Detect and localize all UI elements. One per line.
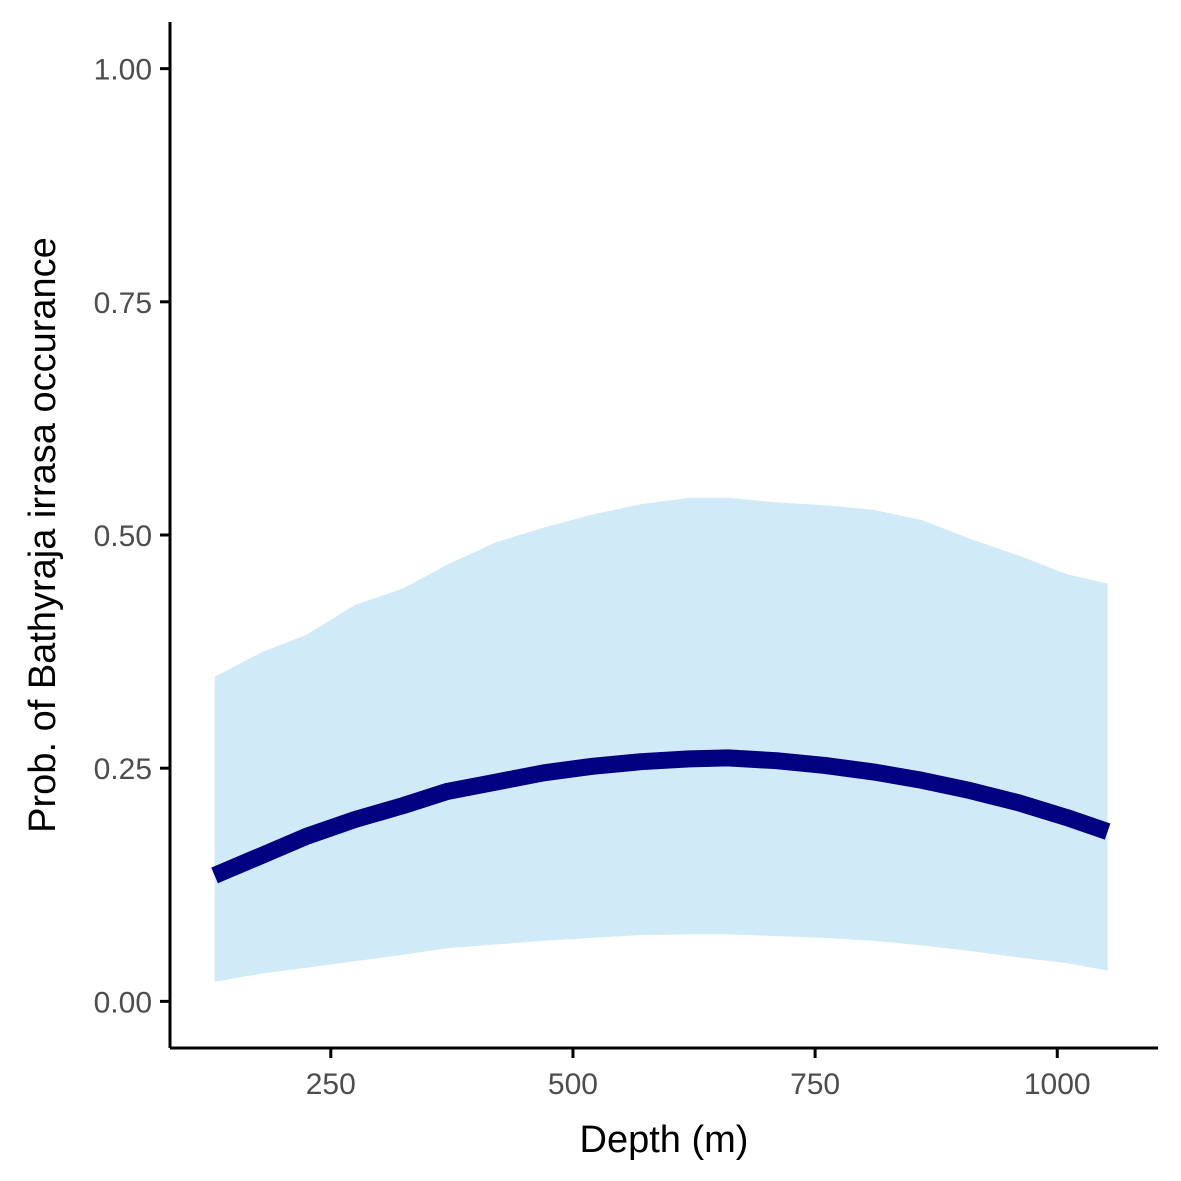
x-tick-label: 1000 — [1024, 1068, 1091, 1101]
y-ticks: 0.00 0.25 0.50 0.75 1.00 — [94, 54, 170, 1019]
x-tick-label: 500 — [548, 1068, 598, 1101]
x-tick-label: 250 — [306, 1068, 356, 1101]
y-tick-label: 0.50 — [94, 520, 152, 553]
ribbon-layer — [214, 497, 1108, 982]
x-tick-label: 750 — [790, 1068, 840, 1101]
y-tick-label: 0.75 — [94, 287, 152, 320]
confidence-ribbon — [214, 497, 1108, 982]
y-tick-label: 0.25 — [94, 753, 152, 786]
line-layer — [211, 749, 1111, 884]
y-axis-title: Prob. of Bathyraja irrasa occurance — [22, 237, 64, 833]
x-axis-title: Depth (m) — [580, 1119, 749, 1161]
x-ticks: 250 500 750 1000 — [306, 1048, 1091, 1101]
y-tick-label: 1.00 — [94, 54, 152, 87]
fitted-line — [211, 749, 1111, 884]
y-tick-label: 0.00 — [94, 986, 152, 1019]
